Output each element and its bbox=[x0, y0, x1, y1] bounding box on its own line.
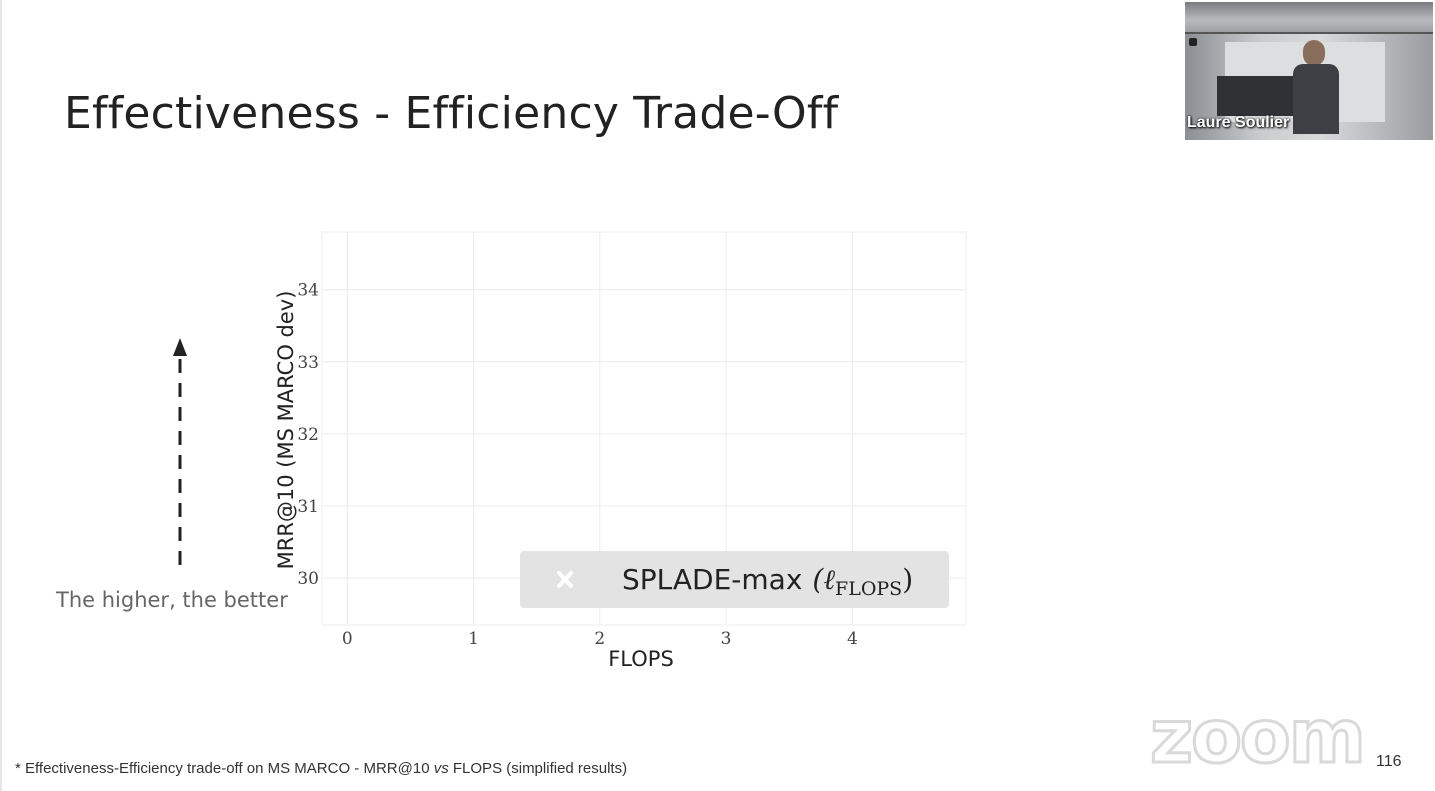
footnote-vs: vs bbox=[433, 760, 449, 777]
y-tick-label: 33 bbox=[297, 353, 319, 373]
legend-entry: SPLADE-max (ℓFLOPS) bbox=[622, 563, 913, 600]
footnote-suffix: FLOPS (simplified results) bbox=[448, 760, 628, 777]
x-axis-label: FLOPS bbox=[608, 647, 674, 671]
legend-marker-x-icon bbox=[557, 571, 573, 588]
participant-video[interactable] bbox=[1185, 2, 1433, 140]
gallery-strip[interactable] bbox=[1185, 2, 1433, 32]
zoom-logo: zoom bbox=[1149, 693, 1368, 782]
x-tick-label: 2 bbox=[594, 629, 605, 649]
video-screen bbox=[1217, 76, 1297, 116]
y-tick-labels: 30 31 32 33 34 bbox=[297, 281, 319, 589]
x-tick-label: 4 bbox=[847, 629, 858, 649]
slide-title: Effectiveness - Efficiency Trade-Off bbox=[64, 88, 839, 139]
better-arrow bbox=[173, 338, 187, 565]
legend-box bbox=[520, 551, 949, 608]
speaker-video[interactable] bbox=[1185, 34, 1433, 140]
slide-left-edge bbox=[0, 0, 2, 791]
footnote-prefix: * Effectiveness-Efficiency trade-off on … bbox=[15, 760, 434, 777]
arrow-up-icon bbox=[173, 338, 187, 356]
legend-series-close: ) bbox=[902, 563, 913, 596]
video-person-body bbox=[1293, 64, 1339, 134]
x-tick-label: 3 bbox=[721, 629, 732, 649]
legend: SPLADE-max (ℓFLOPS) bbox=[520, 551, 949, 608]
x-tick-label: 1 bbox=[468, 629, 479, 649]
camera-icon bbox=[1189, 38, 1197, 46]
video-person-head bbox=[1303, 40, 1325, 66]
y-tick-label: 34 bbox=[297, 281, 319, 301]
grid-lines bbox=[322, 232, 966, 625]
legend-series-sub: FLOPS bbox=[835, 578, 902, 600]
slide-footnote: * Effectiveness-Efficiency trade-off on … bbox=[15, 760, 627, 777]
y-tick-label: 30 bbox=[297, 569, 319, 589]
y-axis-label: MRR@10 (MS MARCO dev) bbox=[274, 291, 298, 570]
higher-better-label: The higher, the better bbox=[56, 588, 288, 612]
y-tick-label: 31 bbox=[297, 497, 319, 517]
participant-name: Laure Soulier bbox=[1187, 114, 1290, 131]
legend-series-name: SPLADE-max bbox=[622, 563, 802, 596]
x-tick-label: 0 bbox=[342, 629, 353, 649]
x-tick-labels: 0 1 2 3 4 bbox=[342, 629, 858, 649]
y-tick-label: 32 bbox=[297, 425, 319, 445]
plot-area bbox=[321, 231, 967, 626]
legend-series-math: (ℓ bbox=[812, 563, 835, 596]
page-number: 116 bbox=[1376, 753, 1402, 770]
